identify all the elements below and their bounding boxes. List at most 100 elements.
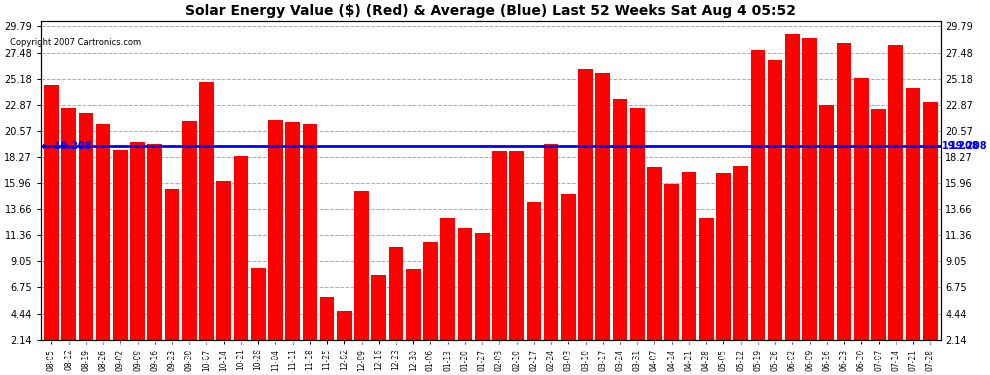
Text: 22.534: 22.534	[876, 338, 881, 362]
Text: 19.208: 19.208	[942, 141, 980, 151]
Text: 21.194: 21.194	[307, 338, 313, 362]
Text: 16.154: 16.154	[221, 338, 227, 362]
Bar	[837, 43, 851, 364]
Text: 19.208: 19.208	[949, 141, 987, 151]
Bar	[527, 202, 542, 364]
Text: 22.545: 22.545	[66, 338, 71, 362]
Text: 15.001: 15.001	[566, 338, 571, 362]
Bar	[234, 156, 248, 364]
Text: 18.786: 18.786	[497, 338, 502, 362]
Bar	[613, 99, 628, 364]
Text: 26.860: 26.860	[772, 338, 777, 362]
Bar	[509, 150, 524, 364]
Bar	[923, 102, 938, 364]
Text: 25.686: 25.686	[600, 338, 605, 362]
Text: 12.886: 12.886	[704, 338, 709, 362]
Bar	[492, 151, 507, 364]
Bar	[303, 124, 317, 364]
Text: 8.454: 8.454	[255, 342, 260, 362]
Text: Copyright 2007 Cartronics.com: Copyright 2007 Cartronics.com	[10, 38, 141, 47]
Text: 28.786: 28.786	[807, 338, 812, 362]
Text: 24.882: 24.882	[204, 338, 209, 362]
Text: 22.555: 22.555	[635, 338, 640, 362]
Bar	[337, 311, 351, 364]
Bar	[45, 85, 58, 364]
Bar	[475, 233, 489, 364]
Text: ► 19.208: ► 19.208	[43, 141, 91, 151]
Text: 19.618: 19.618	[135, 338, 140, 362]
Text: 28.354: 28.354	[842, 338, 846, 362]
Text: 5.867: 5.867	[325, 342, 330, 362]
Text: 18.828: 18.828	[514, 338, 519, 362]
Bar	[78, 113, 93, 364]
Bar	[802, 38, 817, 364]
Bar	[664, 184, 679, 364]
Title: Solar Energy Value ($) (Red) & Average (Blue) Last 52 Weeks Sat Aug 4 05:52: Solar Energy Value ($) (Red) & Average (…	[185, 4, 796, 18]
Bar	[734, 166, 748, 364]
Text: 23.341: 23.341	[618, 338, 623, 362]
Bar	[750, 50, 765, 364]
Bar	[371, 275, 386, 364]
Text: 25.264: 25.264	[858, 338, 863, 362]
Text: 10.305: 10.305	[394, 338, 399, 362]
Bar	[199, 82, 214, 364]
Bar	[182, 122, 197, 364]
Text: 18.908: 18.908	[118, 338, 123, 362]
Bar	[250, 268, 265, 364]
Text: 4.653: 4.653	[342, 342, 346, 362]
Text: 29.156: 29.156	[790, 338, 795, 362]
Bar	[854, 78, 868, 364]
Text: 16.885: 16.885	[721, 338, 726, 362]
Text: 24.604: 24.604	[49, 338, 53, 362]
Text: 18.318: 18.318	[239, 338, 244, 362]
Bar	[441, 217, 455, 364]
Text: 15.278: 15.278	[359, 338, 364, 362]
Bar	[217, 181, 231, 364]
Text: 15.869: 15.869	[669, 338, 674, 362]
Bar	[595, 73, 610, 364]
Bar	[268, 120, 283, 364]
Text: 7.835: 7.835	[376, 342, 381, 362]
Bar	[682, 172, 696, 364]
Bar	[561, 194, 575, 364]
Bar	[906, 88, 921, 364]
Text: 11.553: 11.553	[480, 338, 485, 362]
Text: 17.358: 17.358	[652, 338, 657, 362]
Text: 16.953: 16.953	[686, 338, 691, 362]
Text: 11.959: 11.959	[462, 338, 467, 362]
Bar	[768, 60, 782, 364]
Text: 26.051: 26.051	[583, 338, 588, 362]
Text: 19.400: 19.400	[548, 338, 553, 362]
Text: 22.831: 22.831	[825, 338, 830, 362]
Text: 15.390: 15.390	[169, 338, 174, 362]
Bar	[699, 218, 714, 364]
Text: 21.541: 21.541	[273, 338, 278, 362]
Text: 10.772: 10.772	[428, 338, 433, 362]
Text: 14.260: 14.260	[532, 338, 537, 362]
Text: 19.366: 19.366	[152, 338, 157, 362]
Text: 23.095: 23.095	[928, 338, 933, 362]
Text: 17.485: 17.485	[739, 338, 743, 362]
Text: 12.910: 12.910	[446, 338, 450, 362]
Bar	[354, 191, 369, 364]
Bar	[61, 108, 76, 364]
Text: 24.354: 24.354	[911, 338, 916, 362]
Bar	[96, 124, 111, 364]
Bar	[113, 150, 128, 364]
Bar	[148, 144, 162, 364]
Bar	[888, 45, 903, 364]
Bar	[544, 144, 558, 364]
Bar	[131, 142, 145, 364]
Bar	[785, 34, 800, 364]
Text: 21.133: 21.133	[101, 338, 106, 362]
Bar	[871, 109, 886, 364]
Bar	[457, 228, 472, 364]
Text: 28.113: 28.113	[893, 338, 898, 362]
Text: 21.408: 21.408	[187, 338, 192, 362]
Text: 27.705: 27.705	[755, 338, 760, 362]
Bar	[716, 172, 731, 364]
Bar	[647, 167, 662, 364]
Bar	[164, 189, 179, 364]
Bar	[389, 247, 403, 364]
Text: 21.305: 21.305	[290, 338, 295, 362]
